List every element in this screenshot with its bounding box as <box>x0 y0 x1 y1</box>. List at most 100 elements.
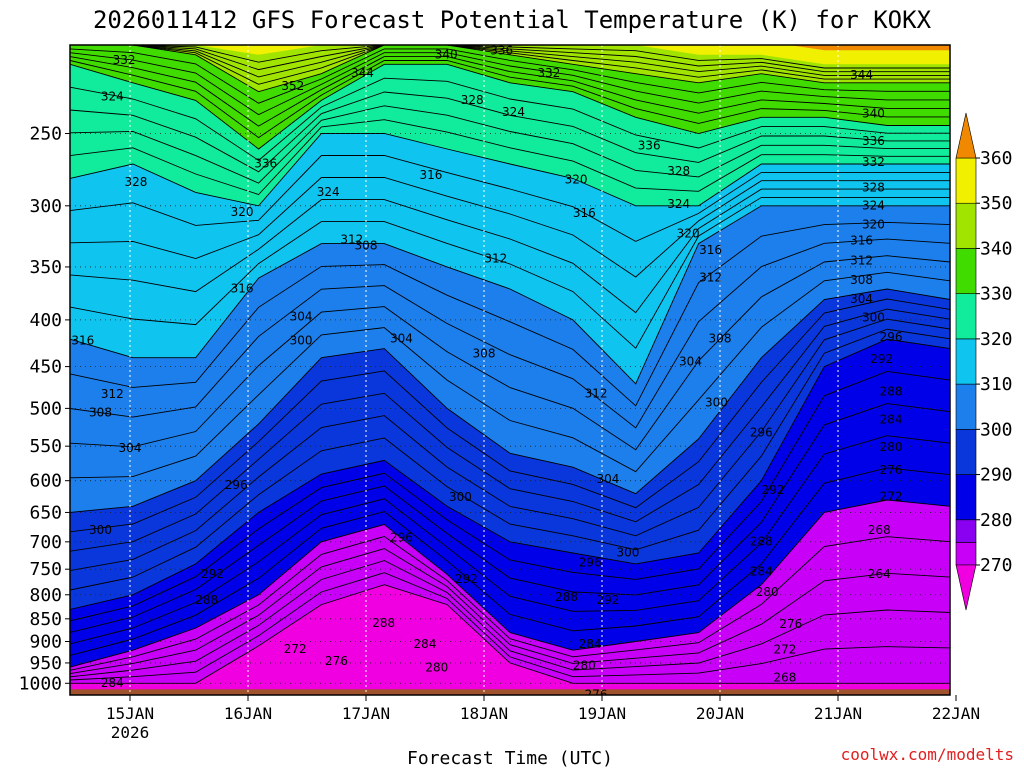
contour-label: 300 <box>617 545 640 559</box>
contour-label: 312 <box>484 251 507 265</box>
contour-label: 288 <box>372 616 395 630</box>
contour-label: 268 <box>773 671 796 685</box>
x-tick-sublabel: 2026 <box>111 723 150 742</box>
y-tick-label: 800 <box>29 585 62 606</box>
y-tick-label: 650 <box>29 502 62 523</box>
contour-line <box>70 45 950 69</box>
contour-label: 352 <box>281 79 304 93</box>
contour-label: 292 <box>201 567 224 581</box>
colorbar-segment <box>955 202 977 249</box>
contour-label: 308 <box>355 238 378 252</box>
contour-line <box>70 196 950 349</box>
contour-label: 336 <box>254 157 277 171</box>
x-tick-label: 20JAN <box>696 704 744 723</box>
colorbar-label: 320 <box>980 329 1013 350</box>
contour-label: 288 <box>880 385 903 399</box>
colorbar-label: 350 <box>980 193 1013 214</box>
contour-label: 316 <box>231 281 254 295</box>
x-tick-label: 18JAN <box>460 704 508 723</box>
plot-area: 332 324 328 352 336 320 324 344 340 336 332 328 324 3… <box>70 43 950 695</box>
contour-line <box>70 105 950 184</box>
contour-label: 272 <box>880 489 903 503</box>
contour-label: 288 <box>750 534 773 548</box>
contour-label: 272 <box>773 643 796 657</box>
contour-label: 280 <box>425 660 448 674</box>
contour-label: 304 <box>290 309 313 323</box>
contour-label: 288 <box>555 590 578 604</box>
contour-label: 296 <box>579 555 602 569</box>
contour-line <box>70 221 950 407</box>
colorbar-segment <box>955 383 977 430</box>
y-tick-label: 250 <box>29 123 62 144</box>
colorbar-label: 290 <box>980 465 1013 486</box>
contour-label: 268 <box>868 523 891 537</box>
colorbar-label: 360 <box>980 148 1013 169</box>
y-tick-label: 450 <box>29 357 62 378</box>
contour-label: 316 <box>699 243 722 257</box>
contour-line <box>70 328 950 591</box>
ground-fill <box>70 689 950 695</box>
colorbar-legend: 270 280 290 300 310 320 330 340 350 360 <box>955 112 1013 611</box>
contour-label: 336 <box>490 43 513 57</box>
contour-line <box>70 318 950 572</box>
contour-line <box>70 48 950 104</box>
x-axis-title: Forecast Time (UTC) <box>407 748 613 768</box>
contour-label: 280 <box>756 585 779 599</box>
contour-line <box>70 308 950 552</box>
contour-label: 320 <box>565 172 588 186</box>
contour-label: 264 <box>868 567 891 581</box>
contour-label: 324 <box>502 105 525 119</box>
contour-label: 312 <box>340 232 363 246</box>
contour-line <box>70 155 950 242</box>
contour-label: 316 <box>419 168 442 182</box>
contour-line <box>70 572 950 681</box>
contour-line <box>70 255 950 451</box>
contour-lines <box>70 45 950 684</box>
contour-label: 292 <box>870 352 893 366</box>
contour-label: 304 <box>596 472 619 486</box>
contour-label: 324 <box>667 197 690 211</box>
y-tick-label: 500 <box>29 398 62 419</box>
contour-label: 280 <box>573 658 596 672</box>
contour-line <box>70 288 950 513</box>
x-tick-label: 21JAN <box>814 704 862 723</box>
contour-label: 328 <box>461 93 484 107</box>
contour-label: 316 <box>850 234 873 248</box>
colorbar-label: 340 <box>980 238 1013 259</box>
colorbar-segment <box>955 248 977 294</box>
contour-label: 332 <box>537 66 560 80</box>
y-tick-label: 400 <box>29 310 62 331</box>
colorbar-segment <box>955 519 977 543</box>
y-axis: 2503003504004505005506006507007508008509… <box>19 123 70 694</box>
x-tick-label: 17JAN <box>342 704 390 723</box>
contour-label: 340 <box>862 106 885 120</box>
y-tick-label: 300 <box>29 196 62 217</box>
contour-line <box>70 45 950 73</box>
contour-label: 344 <box>850 68 873 82</box>
contour-label: 288 <box>195 593 218 607</box>
credit-text: coolwx.com/modelts <box>841 745 1014 764</box>
contour-label: 312 <box>101 387 124 401</box>
contour-label: 324 <box>317 185 340 199</box>
contour-label: 300 <box>290 334 313 348</box>
y-tick-label: 1000 <box>19 673 62 694</box>
contour-label: 276 <box>325 654 348 668</box>
contour-label: 336 <box>862 134 885 148</box>
contour-label: 312 <box>850 254 873 268</box>
contour-label: 308 <box>709 332 732 346</box>
contour-label: 300 <box>449 490 472 504</box>
contour-label: 292 <box>455 572 478 586</box>
contour-label: 308 <box>850 273 873 287</box>
contour-label: 284 <box>880 413 903 427</box>
colorbar-label: 300 <box>980 419 1013 440</box>
x-tick-label: 22JAN <box>932 704 980 723</box>
contour-label: 328 <box>862 181 885 195</box>
colorbar-top-arrow <box>955 112 977 159</box>
contour-line <box>70 45 950 78</box>
contour-label: 276 <box>779 617 802 631</box>
colorbar-label: 330 <box>980 284 1013 305</box>
contour-label: 276 <box>880 463 903 477</box>
chart-title: 2026011412 GFS Forecast Potential Temper… <box>93 6 932 34</box>
